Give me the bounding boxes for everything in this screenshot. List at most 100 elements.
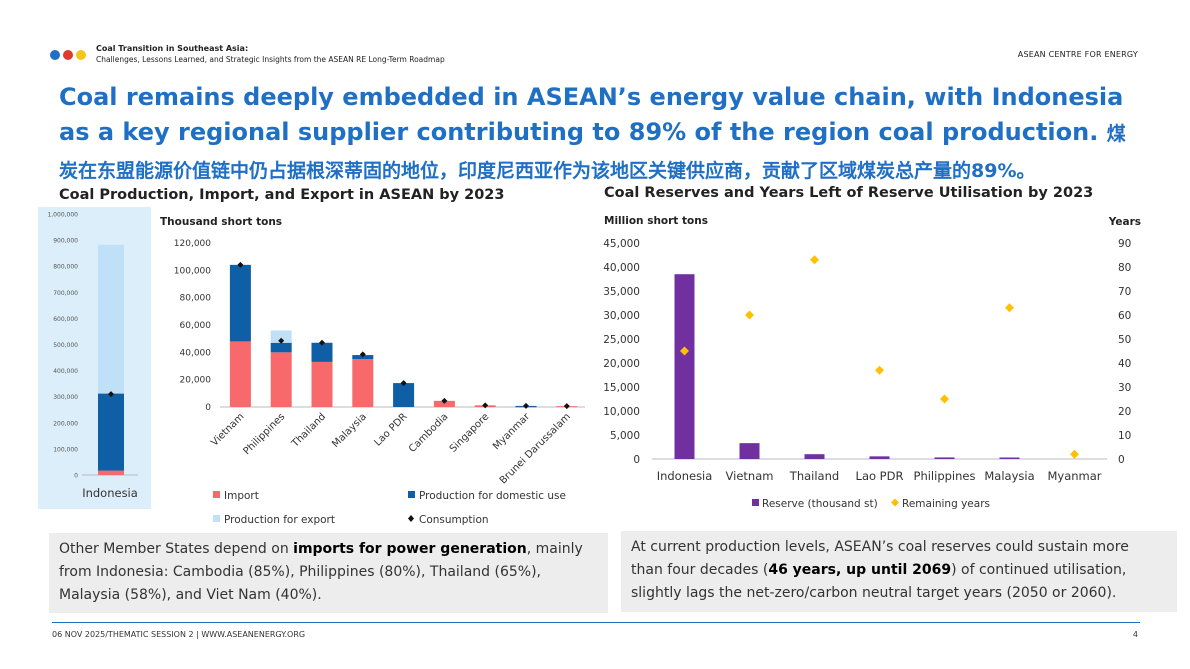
x-tick-label: Malaysia [984, 469, 1034, 483]
y-tick-label: 800,000 [53, 264, 78, 271]
x-tick-label: Myanmar [1047, 469, 1101, 483]
right-chart-title: Coal Reserves and Years Left of Reserve … [604, 185, 1094, 201]
y-tick-label-right: 90 [1118, 238, 1131, 250]
left-axis-label: Million short tons [604, 215, 708, 227]
indonesia-panel [38, 207, 151, 509]
y-tick-label: 0 [205, 403, 211, 413]
x-tick-label: Singapore [448, 411, 491, 454]
bar-domestic-segment [270, 342, 292, 353]
remaining-years-marker [1005, 303, 1014, 313]
reserve-bar [674, 274, 695, 459]
yellow-dot-icon [76, 50, 86, 60]
y-tick-label: 300,000 [53, 394, 78, 401]
consumption-marker [319, 339, 325, 346]
y-tick-label-right: 50 [1118, 334, 1131, 346]
remaining-years-marker [940, 394, 949, 404]
y-tick-label-right: 0 [1118, 454, 1125, 466]
y-tick-label-right: 70 [1118, 286, 1131, 298]
bar-import-segment [433, 400, 455, 407]
member-states-chart: Thousand short tons 0 20,000 40,000 60,000 8… [160, 216, 585, 526]
consumption-marker [237, 261, 244, 268]
footer-text: 06 NOV 2025/THEMATIC SESSION 2 | WWW.ASE… [52, 630, 306, 639]
bar-import-segment [352, 359, 374, 407]
bar-domestic-segment [98, 393, 124, 471]
bar-import-segment [311, 361, 333, 407]
bar-domestic-segment [229, 264, 251, 342]
y-tick-label: 60,000 [180, 321, 212, 331]
y-tick-label: 600,000 [53, 316, 78, 323]
x-tick-label: Myanmar [491, 411, 533, 453]
red-dot-icon [63, 50, 73, 60]
bar-domestic-segment [393, 383, 415, 407]
y-tick-label-right: 30 [1118, 382, 1131, 394]
reserve-bar [804, 454, 825, 459]
bar-export-segment [270, 330, 292, 343]
left-note-text-1: Other Member States depend on [59, 541, 294, 557]
reserve-bar [934, 457, 955, 459]
bar-import-segment [229, 341, 251, 407]
reserve-bar [999, 457, 1020, 459]
right-note-text-1: At current production levels, ASEAN’s co… [631, 539, 1129, 578]
bar-export-segment [98, 244, 124, 394]
right-axis-label: Years [1108, 216, 1141, 228]
legend-import-label: Import [224, 490, 259, 502]
y-tick-label: 100,000 [174, 266, 211, 276]
deck-title: Coal Transition in Southeast Asia: [96, 44, 249, 53]
left-note: Other Member States depend on imports fo… [49, 533, 608, 613]
reserve-bar [739, 443, 760, 459]
y-tick-label-left: 15,000 [603, 382, 640, 394]
x-tick-label: Lao PDR [856, 469, 904, 483]
remaining-years-marker [1070, 449, 1079, 459]
y-tick-label-left: 25,000 [603, 334, 640, 346]
x-tick-label: Vietnam [209, 411, 246, 448]
x-tick-label: Philippines [241, 411, 287, 457]
x-tick-label: Vietnam [726, 469, 774, 483]
y-tick-label: 900,000 [53, 238, 78, 245]
y-tick-label-right: 10 [1118, 430, 1131, 442]
y-tick-label-right: 40 [1118, 358, 1131, 370]
y-tick-label-left: 40,000 [603, 262, 640, 274]
category-label: Indonesia [82, 486, 138, 500]
y-axis-label: Thousand short tons [160, 216, 282, 228]
consumption-marker [482, 402, 489, 409]
legend-years-marker [891, 498, 899, 507]
legend-domestic-swatch [408, 491, 415, 498]
x-tick-label: Lao PDR [372, 411, 409, 448]
y-tick-label: 400,000 [53, 368, 78, 375]
y-tick-label-left: 20,000 [603, 358, 640, 370]
consumption-marker [523, 402, 529, 409]
legend-consumption-marker [408, 515, 414, 522]
y-tick-label: 20,000 [180, 376, 212, 386]
y-tick-label: 0 [74, 473, 78, 480]
remaining-years-marker [810, 255, 819, 265]
y-tick-label: 1,000,000 [47, 212, 78, 219]
consumption-marker [108, 391, 114, 398]
legend-consumption-label: Consumption [419, 514, 489, 526]
left-note-text-2: , mainly from Indonesia: Cambodia (85%),… [59, 541, 583, 603]
y-tick-label-left: 5,000 [610, 430, 640, 442]
x-tick-label: Malaysia [330, 411, 369, 450]
remaining-years-marker [680, 346, 689, 356]
remaining-years-marker [745, 310, 754, 320]
y-tick-label-left: 30,000 [603, 310, 640, 322]
legend-export-label: Production for export [224, 514, 335, 526]
y-tick-label: 100,000 [53, 446, 78, 453]
x-tick-label: Brunei Darussalam [498, 411, 573, 486]
x-tick-label: Indonesia [657, 469, 713, 483]
headline-en: Coal remains deeply embedded in ASEAN’s … [59, 83, 1124, 146]
y-tick-label: 200,000 [53, 420, 78, 427]
headline-cn: 煤炭在东盟能源价值链中仍占据根深蒂固的地位，印度尼西亚作为该地区关键供应商，贡献… [59, 123, 1126, 182]
legend-reserve-swatch [752, 499, 759, 506]
y-tick-label-left: 10,000 [603, 406, 640, 418]
y-tick-label: 120,000 [174, 239, 211, 249]
right-note-text-2: ) of continued utilisation, slightly lag… [631, 562, 1127, 601]
consumption-marker [441, 397, 448, 404]
legend-export-swatch [213, 515, 220, 522]
left-note-highlight: imports for power generation [293, 541, 527, 557]
footer-divider [52, 622, 1140, 623]
consumption-marker [359, 351, 366, 358]
y-tick-label: 80,000 [180, 294, 212, 304]
legend-domestic-label: Production for domestic use [419, 490, 566, 502]
y-tick-label: 700,000 [53, 290, 78, 297]
x-tick-label: Philippines [914, 469, 976, 483]
